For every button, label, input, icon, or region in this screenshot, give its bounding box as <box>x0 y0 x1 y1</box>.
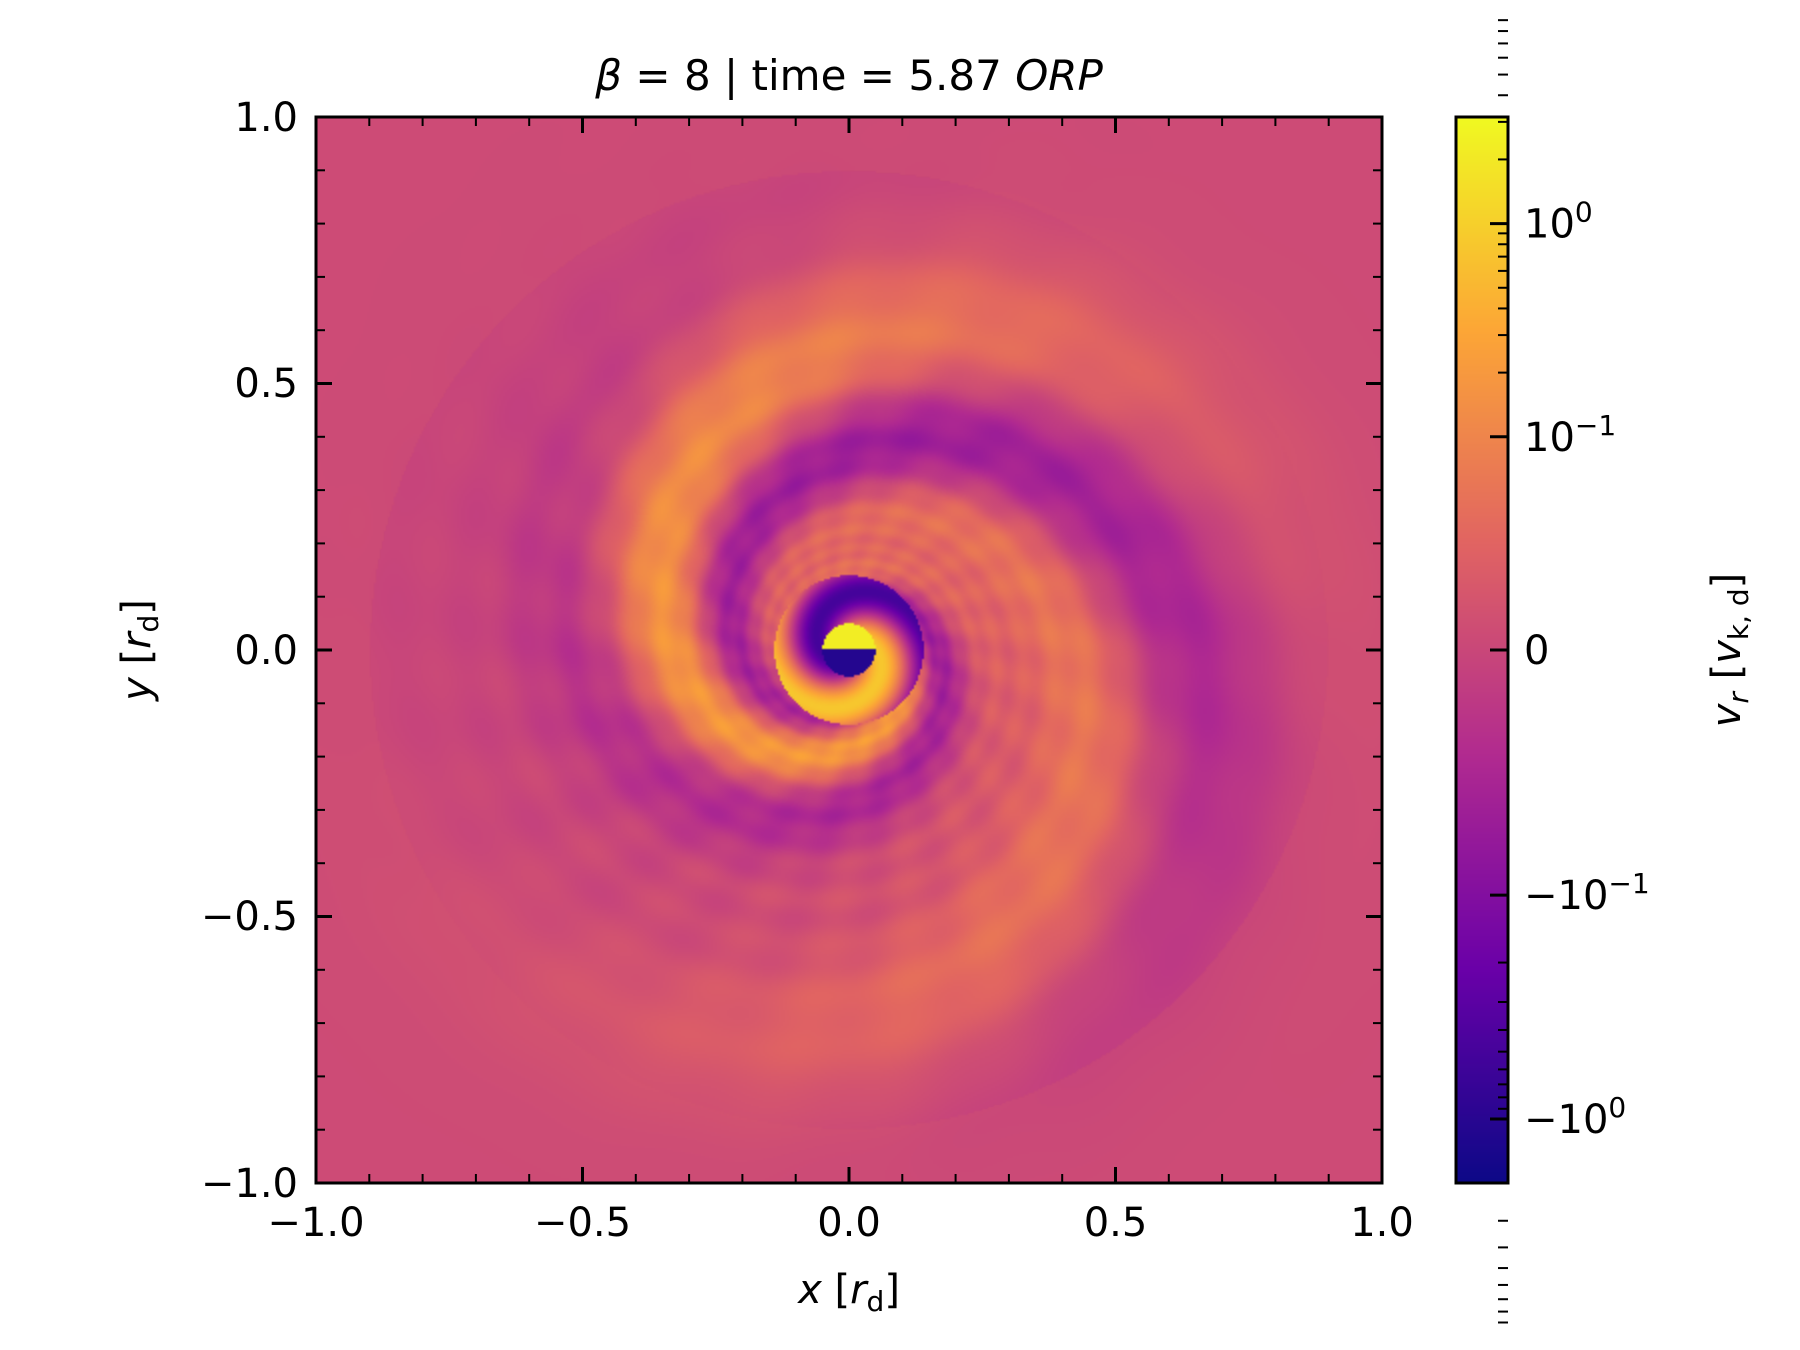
velocity-heatmap <box>316 117 1382 1183</box>
y-tick-label: 1.0 <box>234 95 298 141</box>
chart-title: β = 8 | time = 5.87 ORP <box>594 51 1103 100</box>
y-tick-labels: −1.0 −0.5 0.0 0.5 1.0 <box>201 95 298 1207</box>
x-tick-label: 0.5 <box>1084 1200 1148 1246</box>
x-axis-label: x [rd] <box>796 1267 900 1318</box>
x-tick-label: 0.0 <box>817 1200 881 1246</box>
colorbar-tick-labels: 100 10−1 0 −10−1 −100 <box>1524 196 1650 1143</box>
y-tick-label: 0.0 <box>234 628 298 674</box>
x-tick-label: 1.0 <box>1350 1200 1414 1246</box>
colorbar-tick-label: 0 <box>1524 628 1549 674</box>
x-tick-label: −0.5 <box>534 1200 631 1246</box>
colorbar-tick-label: 100 <box>1524 196 1593 248</box>
y-tick-label: −1.0 <box>201 1161 298 1207</box>
y-tick-label: −0.5 <box>201 894 298 940</box>
colorbar-tick-label: 10−1 <box>1524 409 1616 461</box>
colorbar-tick-label: −100 <box>1524 1091 1626 1143</box>
y-axis-label: y [rd] <box>114 599 165 702</box>
y-tick-label: 0.5 <box>234 361 298 407</box>
plot-frame <box>314 115 1384 1185</box>
axis-ticks <box>314 19 1508 1324</box>
colorbar-label: vr [vk, d] <box>1704 573 1755 728</box>
x-tick-label: −1.0 <box>267 1200 364 1246</box>
colorbar-tick-label: −10−1 <box>1524 867 1650 919</box>
x-tick-labels: −1.0 −0.5 0.0 0.5 1.0 <box>267 1200 1413 1246</box>
